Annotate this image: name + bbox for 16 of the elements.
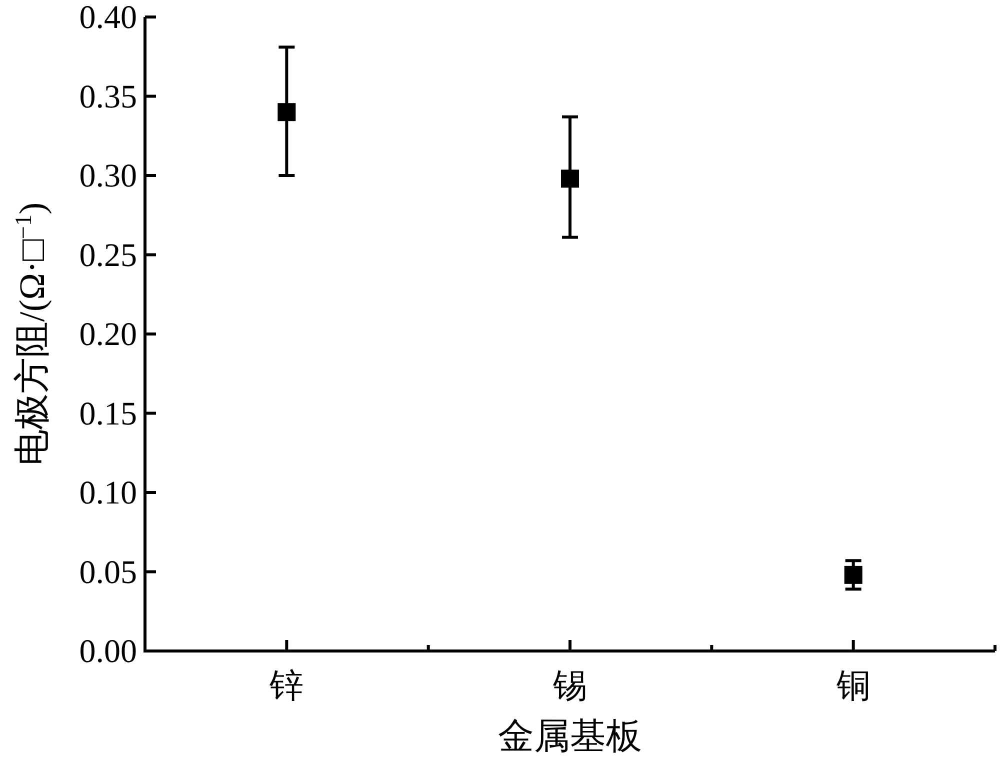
y-tick-label: 0.25: [79, 238, 137, 274]
point: [844, 566, 862, 584]
x-tick-label: 锡: [552, 668, 587, 705]
x-axis-title: 金属基板: [498, 716, 642, 756]
y-tick-label: 0.40: [79, 0, 137, 36]
y-tick-label: 0.15: [79, 396, 137, 432]
point: [561, 170, 579, 188]
x-tick-label: 铜: [835, 668, 870, 705]
y-tick-label: 0.30: [79, 158, 137, 194]
y-tick-label: 0.20: [79, 317, 137, 353]
y-tick-label: 0.05: [79, 554, 137, 591]
y-tick-label: 0.00: [79, 634, 137, 670]
y-tick-label: 0.10: [79, 476, 137, 512]
y-tick-label: 0.35: [79, 79, 137, 116]
point: [278, 103, 296, 122]
x-tick-label: 锌: [268, 668, 304, 705]
